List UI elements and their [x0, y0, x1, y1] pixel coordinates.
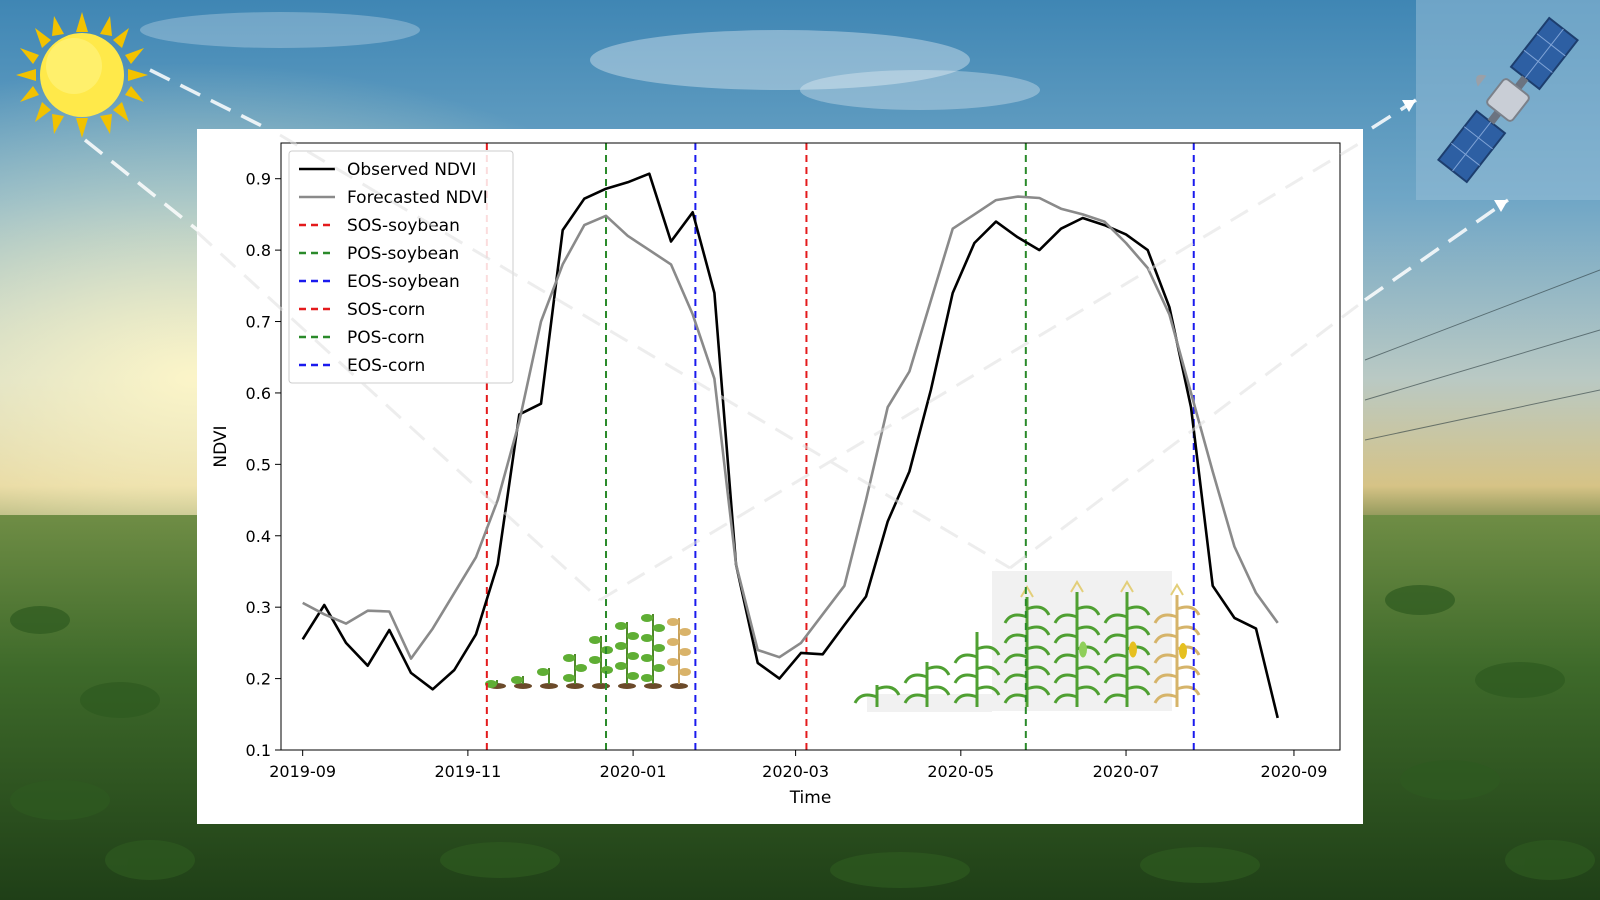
y-tick-label: 0.2	[246, 670, 271, 689]
corn-growth-stages-icon	[853, 571, 1201, 712]
x-tick-label: 2019-09	[269, 762, 336, 781]
x-tick-label: 2019-11	[434, 762, 501, 781]
y-tick-label: 0.6	[246, 384, 271, 403]
y-tick-label: 0.9	[246, 170, 271, 189]
x-axis: 2019-09 2019-11 2020-01 2020-03 2020-05 2020-…	[269, 750, 1327, 781]
legend: Observed NDVI Forecasted NDVI SOS-soybean P…	[288, 150, 514, 384]
x-tick-label: 2020-03	[762, 762, 829, 781]
satellite-icon	[1437, 16, 1579, 184]
legend-label: POS-corn	[347, 328, 425, 348]
y-tick-label: 0.8	[246, 241, 271, 260]
x-axis-label: Time	[789, 788, 832, 808]
legend-label: EOS-soybean	[347, 272, 460, 292]
sun-icon	[16, 12, 148, 138]
satellite-panel	[1416, 0, 1600, 200]
legend-label: POS-soybean	[347, 244, 459, 264]
y-tick-label: 0.1	[246, 741, 271, 760]
legend-label: EOS-corn	[347, 356, 425, 376]
x-tick-label: 2020-07	[1093, 762, 1160, 781]
x-tick-label: 2020-05	[927, 762, 994, 781]
y-tick-label: 0.3	[246, 598, 271, 617]
x-tick-label: 2020-09	[1261, 762, 1328, 781]
ndvi-chart: 0.10.20.30.40.50.60.70.80.9 2019-09 2019-…	[211, 142, 1341, 808]
y-tick-label: 0.7	[246, 313, 271, 332]
chart-panel: 0.1 0.2 0.3 0.4 0.5 0.6 0.7 0.8 0.9 2019-09 2019-…	[197, 129, 1363, 824]
legend-label: Forecasted NDVI	[347, 188, 488, 208]
y-axis-label: NDVI	[211, 425, 231, 467]
y-tick-label: 0.5	[246, 455, 271, 474]
y-tick-label: 0.4	[246, 527, 271, 546]
y-axis: 0.1 0.2 0.3 0.4 0.5 0.6 0.7 0.8 0.9	[246, 170, 281, 760]
legend-box	[288, 150, 514, 384]
soybean-growth-stages-icon	[485, 614, 691, 689]
legend-label: Observed NDVI	[347, 160, 476, 180]
legend-label: SOS-soybean	[347, 216, 460, 236]
legend-label: SOS-corn	[347, 300, 425, 320]
x-tick-label: 2020-01	[600, 762, 667, 781]
growth-illustrations	[485, 571, 1201, 712]
